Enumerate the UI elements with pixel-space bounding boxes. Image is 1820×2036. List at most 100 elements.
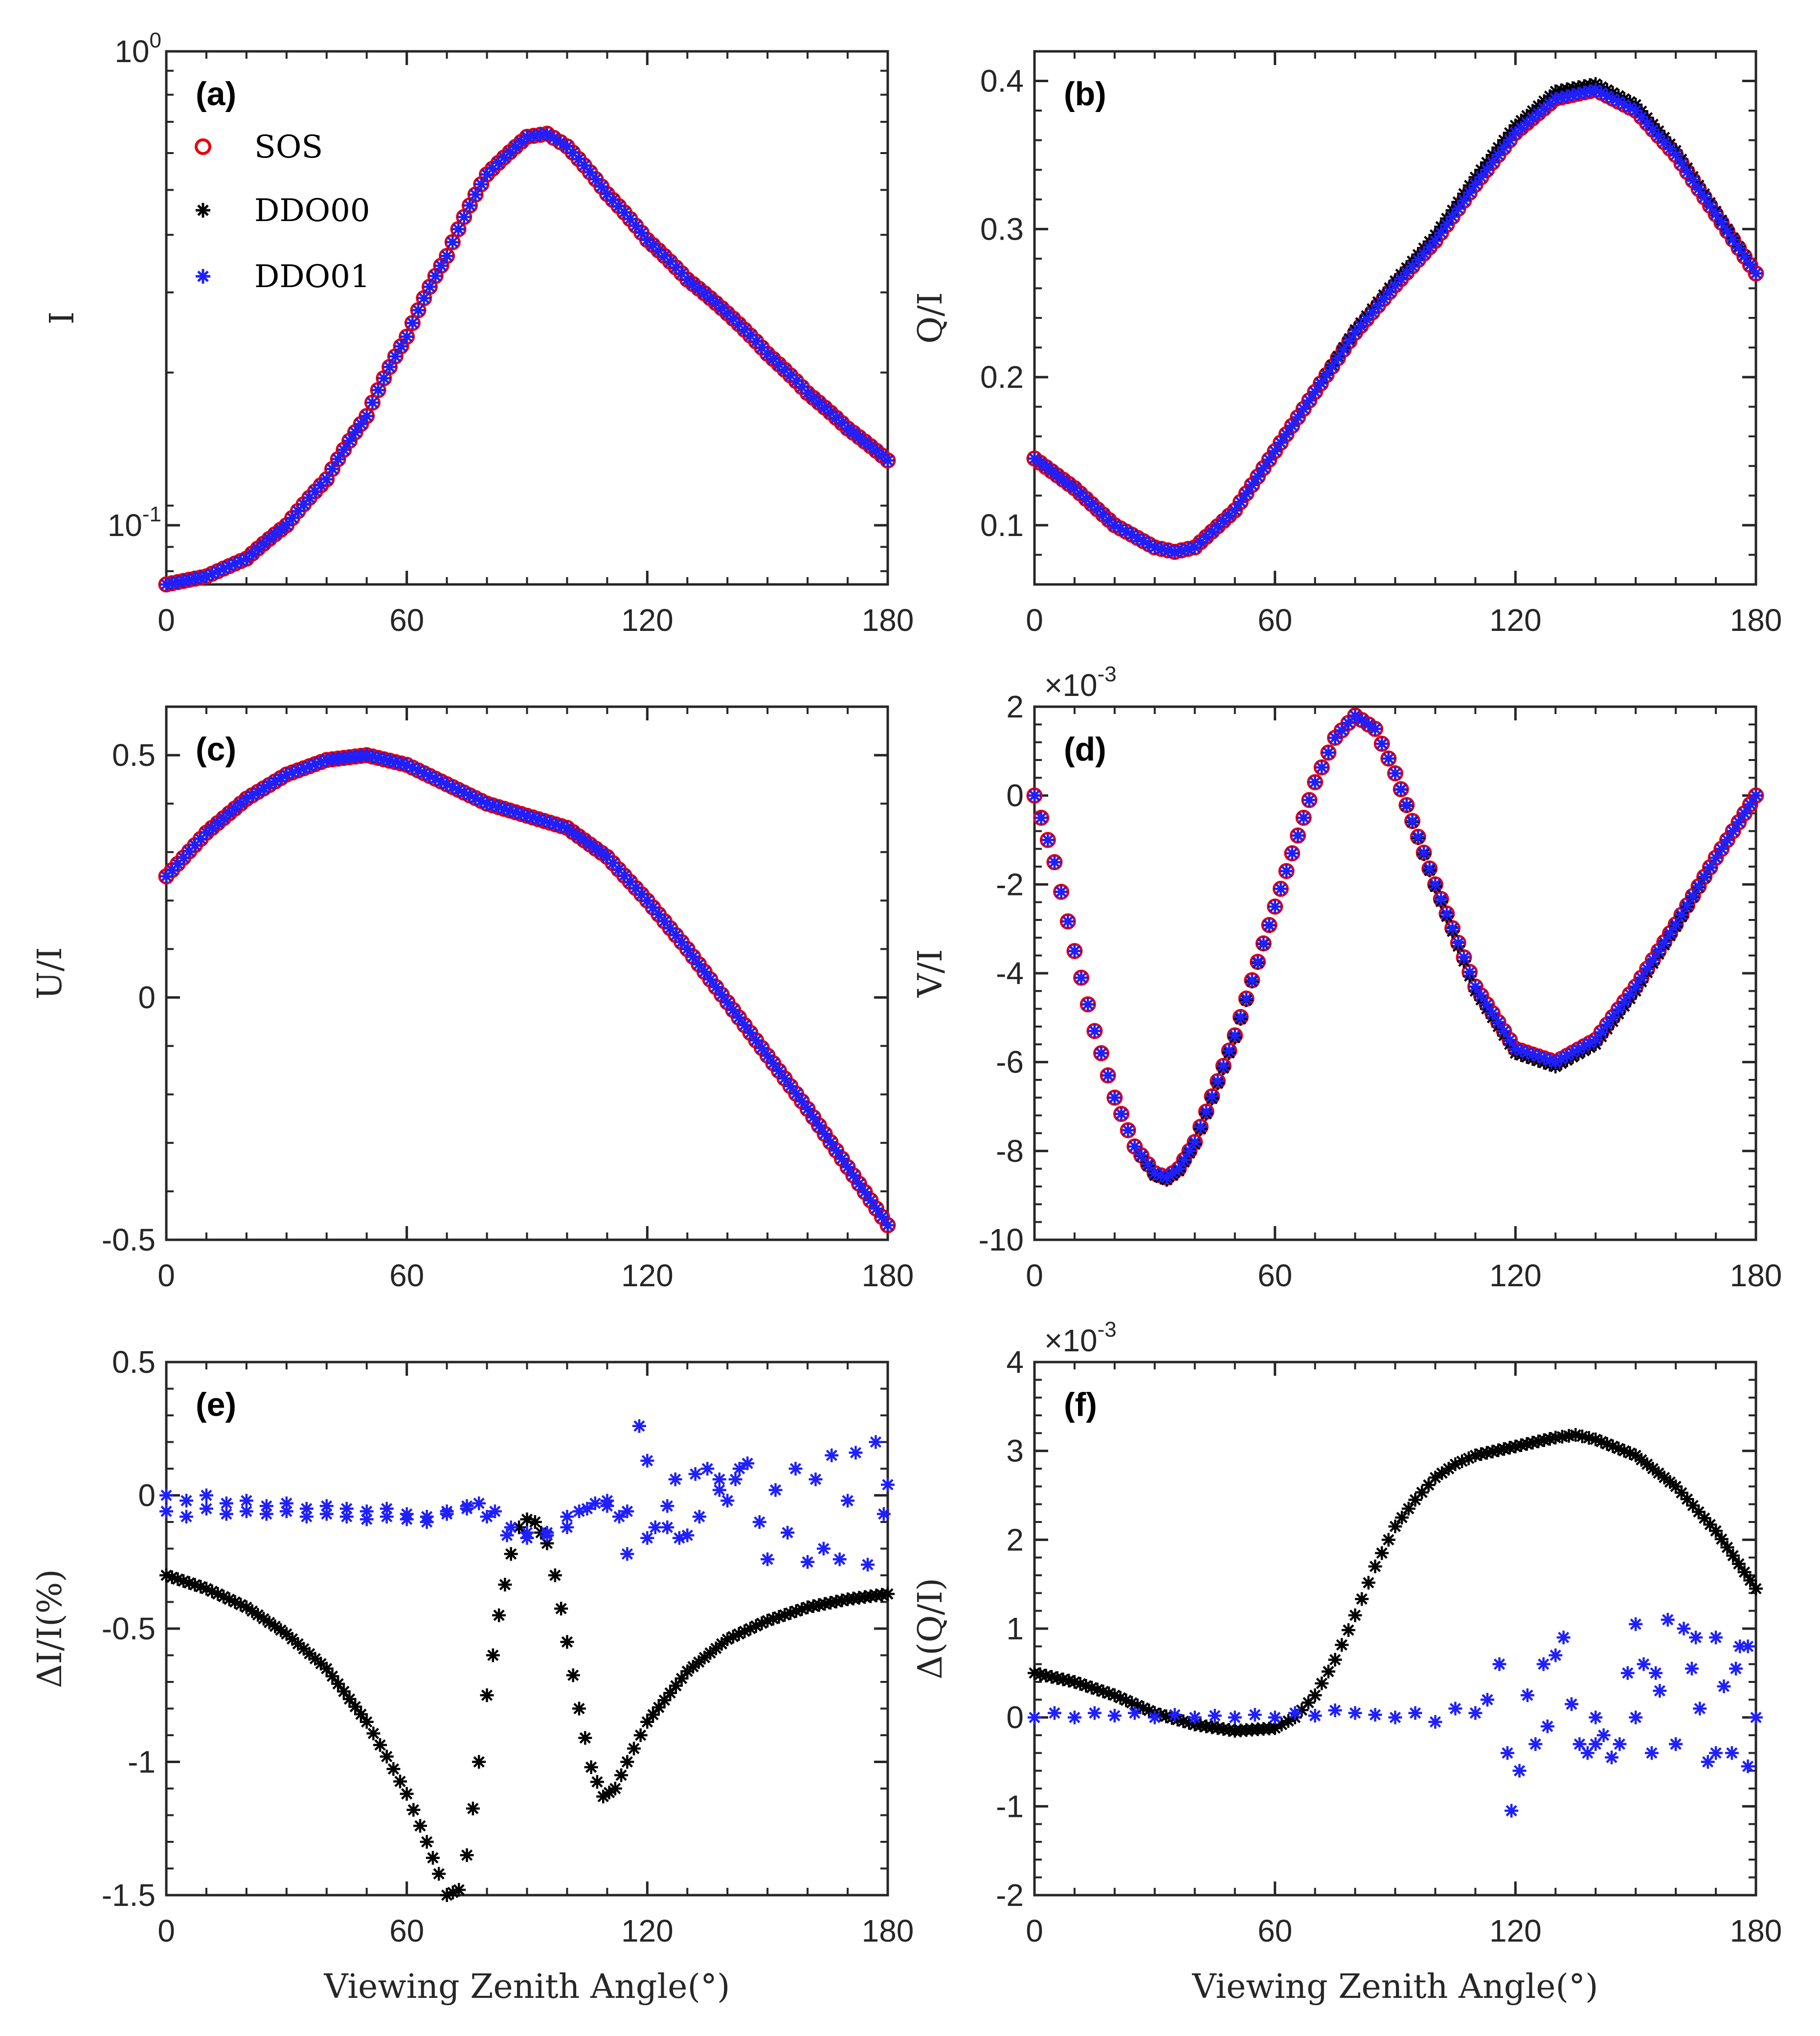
point-ddo01 <box>1445 921 1460 935</box>
point-ddo01 <box>480 1510 494 1524</box>
point-ddo01 <box>1669 1737 1683 1751</box>
point-ddo01 <box>1520 1688 1534 1702</box>
x-tick-label: 0 <box>1026 1913 1043 1948</box>
point-ddo01 <box>1468 1706 1483 1720</box>
point-ddo01 <box>199 1488 213 1502</box>
point-ddo00 <box>608 1782 622 1795</box>
series-ddo00 <box>1028 1428 1763 1738</box>
legend-marker-sos <box>195 138 211 155</box>
point-ddo01 <box>594 179 608 194</box>
point-ddo01 <box>688 1467 702 1481</box>
y-tick-label: -8 <box>996 1133 1024 1168</box>
point-ddo01 <box>394 339 408 354</box>
point-ddo01 <box>1749 788 1763 803</box>
point-ddo01 <box>365 396 380 410</box>
axes-box <box>1033 1361 1757 1897</box>
series-ddo01 <box>1589 1631 1755 1760</box>
point-ddo01 <box>1417 846 1431 860</box>
point-ddo01 <box>279 1504 293 1519</box>
point-ddo01 <box>634 225 649 240</box>
point-ddo01 <box>1556 1631 1571 1645</box>
point-ddo01 <box>660 1520 674 1534</box>
y-tick-label: 0.5 <box>112 738 156 773</box>
point-ddo00 <box>1395 1510 1409 1524</box>
point-ddo01 <box>1315 761 1329 775</box>
y-tick-label: 0.4 <box>980 64 1024 99</box>
point-ddo01 <box>400 1512 414 1526</box>
y-tick-label: 1 <box>1006 1611 1024 1646</box>
point-ddo01 <box>1729 1661 1743 1676</box>
point-ddo01 <box>194 570 208 584</box>
y-tick-label: -2 <box>996 1878 1024 1913</box>
point-ddo01 <box>1121 1123 1135 1137</box>
point-ddo01 <box>325 462 339 476</box>
point-ddo01 <box>1689 1631 1703 1645</box>
point-ddo01 <box>1047 1706 1061 1720</box>
y-tick-label: -0.5 <box>102 1611 156 1646</box>
point-ddo01 <box>1087 1024 1101 1038</box>
series-ddo01 <box>1028 1612 1763 1818</box>
point-ddo01 <box>1262 918 1276 932</box>
point-ddo00 <box>590 1775 604 1789</box>
point-ddo00 <box>1341 1623 1355 1637</box>
point-ddo01 <box>640 1531 654 1545</box>
point-ddo01 <box>640 233 654 247</box>
point-ddo00 <box>432 1867 446 1881</box>
point-ddo01 <box>380 1510 394 1524</box>
point-ddo01 <box>660 1499 674 1513</box>
point-ddo01 <box>428 269 443 283</box>
point-ddo01 <box>732 1462 746 1476</box>
point-ddo00 <box>1328 1653 1342 1667</box>
point-ddo01 <box>1134 1148 1148 1163</box>
point-ddo01 <box>1222 1044 1236 1058</box>
point-ddo01 <box>1451 936 1465 950</box>
point-ddo01 <box>1248 1708 1262 1722</box>
point-ddo01 <box>620 1504 634 1519</box>
point-ddo01 <box>1653 1684 1667 1698</box>
y-axis-label: U/I <box>31 947 69 999</box>
point-ddo01 <box>1228 1710 1242 1724</box>
point-ddo01 <box>1439 907 1454 921</box>
point-ddo01 <box>331 452 345 466</box>
point-ddo01 <box>720 1494 735 1508</box>
point-ddo01 <box>1291 828 1305 843</box>
point-ddo01 <box>781 1525 795 1540</box>
point-ddo01 <box>259 1507 273 1521</box>
point-ddo01 <box>446 235 460 249</box>
point-ddo01 <box>1480 1693 1494 1707</box>
point-ddo01 <box>159 1504 173 1519</box>
point-ddo00 <box>413 1819 427 1833</box>
point-ddo01 <box>1741 1759 1755 1773</box>
point-ddo01 <box>841 1494 855 1508</box>
point-ddo01 <box>668 1472 682 1486</box>
point-ddo01 <box>1107 1091 1122 1105</box>
point-ddo00 <box>1361 1576 1375 1590</box>
y-tick-label: 4 <box>1006 1344 1024 1380</box>
point-ddo01 <box>1245 973 1259 987</box>
point-ddo01 <box>1677 1622 1691 1635</box>
point-ddo01 <box>400 330 414 344</box>
point-ddo01 <box>1368 722 1382 736</box>
point-ddo01 <box>1168 1708 1182 1722</box>
point-ddo01 <box>411 303 426 317</box>
point-ddo01 <box>1127 1140 1142 1154</box>
point-ddo01 <box>560 1510 574 1524</box>
point-ddo01 <box>520 1531 534 1545</box>
point-ddo01 <box>388 349 403 363</box>
series-sos <box>1026 82 1764 560</box>
panel-d: 0 60 120 180 -10 -8 -6 -4 -2 0 2 (d) V/I ×10-3 <box>911 662 1782 1293</box>
point-ddo01 <box>199 1501 213 1516</box>
point-ddo01 <box>1540 1719 1554 1733</box>
point-ddo01 <box>1101 1068 1115 1082</box>
point-ddo01 <box>1041 833 1055 847</box>
point-ddo00 <box>452 1883 466 1897</box>
panel-label: (d) <box>1064 731 1106 768</box>
point-ddo00 <box>1315 1677 1329 1691</box>
point-ddo00 <box>572 1701 586 1716</box>
point-ddo01 <box>749 335 763 349</box>
point-ddo01 <box>1589 1737 1603 1751</box>
point-ddo00 <box>1335 1638 1349 1652</box>
point-ddo01 <box>801 1555 815 1569</box>
y-tick-label: 0.2 <box>980 359 1024 395</box>
point-ddo01 <box>620 1547 634 1561</box>
